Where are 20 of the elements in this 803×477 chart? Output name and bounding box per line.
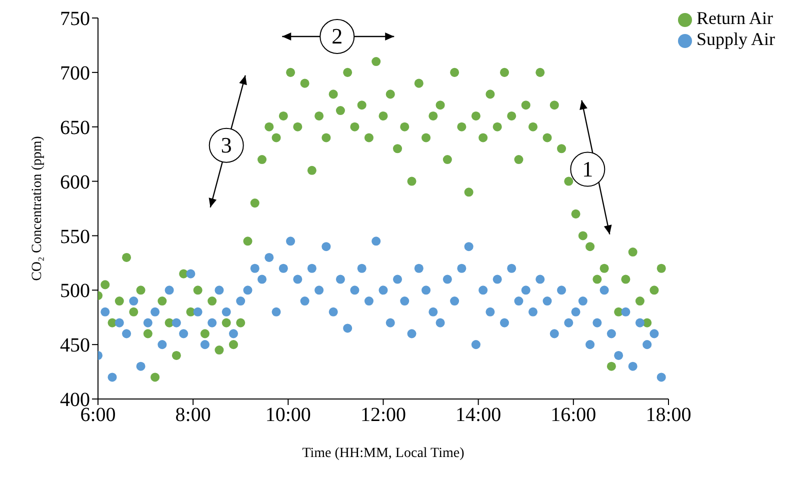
- y-tick-label: 700: [60, 62, 90, 85]
- y-tick-label: 600: [60, 171, 90, 194]
- x-axis-title: Time (HH:MM, Local Time): [302, 446, 465, 461]
- y-tick-label: 500: [60, 280, 90, 302]
- y-tick-label: 650: [60, 116, 90, 139]
- y-tick-label: 450: [60, 334, 90, 357]
- annotation: 2: [332, 24, 343, 49]
- y-tick-label: 550: [60, 226, 90, 248]
- annotation: 1: [582, 156, 594, 182]
- x-tick-label: 14:00: [456, 404, 502, 426]
- x-tick-label: 8:00: [175, 404, 211, 426]
- x-tick-label: 18:00: [646, 404, 692, 426]
- x-tick-label: 10:00: [265, 404, 311, 426]
- y-axis-title: CO₂ Concentration (ppm): [30, 136, 45, 281]
- legend-label: Supply Air: [696, 29, 775, 49]
- x-tick-label: 16:00: [550, 404, 596, 426]
- annotation: 3: [220, 132, 232, 158]
- y-tick-label: 750: [60, 8, 90, 30]
- legend-label: Return Air: [696, 8, 773, 28]
- x-tick-label: 12:00: [360, 404, 406, 426]
